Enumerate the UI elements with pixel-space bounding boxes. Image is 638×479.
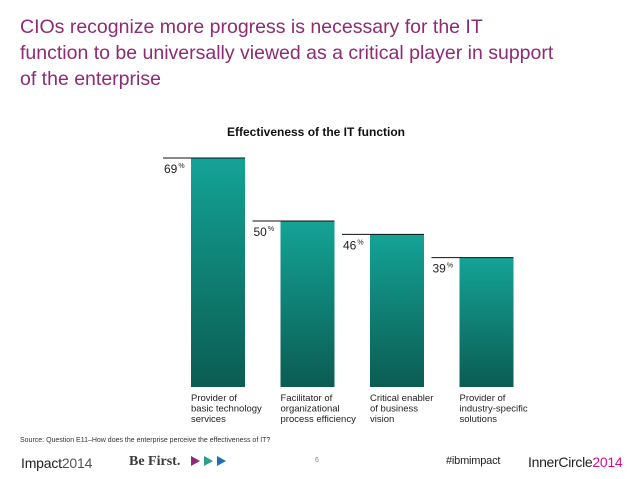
category-label-line: Critical enabler	[370, 393, 433, 404]
bar-4	[459, 257, 514, 387]
chart-title: Effectiveness of the IT function	[227, 125, 405, 139]
category-label-line: Facilitator of	[281, 393, 333, 404]
category-label-line: process efficiency	[281, 414, 357, 425]
category-label-line: Provider of	[191, 393, 237, 404]
category-label-4: Provider of industry-specific solutions	[460, 393, 528, 425]
bar-1	[191, 158, 245, 387]
category-label-line: solutions	[460, 414, 498, 425]
headline-line-1: CIOs recognize more progress is necessar…	[20, 16, 483, 38]
page-number: 6	[315, 457, 319, 464]
category-label-3: Critical enabler of business vision	[370, 393, 433, 425]
source-note: Source: Question E11–How does the enterp…	[20, 437, 271, 444]
category-label-line: organizational	[281, 404, 340, 415]
category-label-line: services	[191, 414, 226, 425]
slide-footer: Impact2014 Be First. 6 #ibmimpact InnerC…	[0, 448, 638, 479]
value-suffix-1: %	[178, 163, 184, 170]
impact-year: 2014	[61, 455, 93, 471]
category-label-line: Provider of	[460, 393, 506, 404]
inner-brand: InnerCircle	[528, 454, 593, 470]
innercircle-2014-logo: InnerCircle2014	[528, 454, 623, 470]
slide-headline: CIOs recognize more progress is necessar…	[20, 14, 620, 92]
category-label-line: basic technology	[191, 404, 262, 415]
category-label-1: Provider of basic technology services	[191, 393, 262, 425]
arrow-1-icon	[191, 456, 200, 466]
hashtag: #ibmimpact	[446, 455, 501, 467]
value-label-3: 46%	[343, 238, 364, 252]
category-label-line: industry-specific	[460, 404, 528, 415]
be-first-tagline: Be First.	[129, 454, 181, 469]
arrow-2-icon	[204, 456, 213, 466]
value-suffix-3: %	[357, 239, 363, 246]
headline-line-2: function to be universally viewed as a c…	[20, 42, 554, 64]
value-suffix-2: %	[268, 226, 274, 233]
bar-3	[370, 234, 424, 387]
bar-2	[280, 221, 335, 387]
value-label-4: 39%	[433, 262, 454, 276]
value-suffix-4: %	[447, 263, 453, 270]
category-label-line: vision	[370, 414, 394, 425]
arrow-3-icon	[217, 456, 226, 466]
impact-2014-logo: Impact2014	[21, 455, 92, 471]
headline-line-3: of the enterprise	[20, 68, 161, 90]
impact-brand: Impact	[21, 455, 62, 471]
arrows-icon	[191, 456, 226, 466]
value-label-1: 69%	[164, 162, 185, 176]
value-label-2: 50%	[254, 225, 275, 239]
category-label-2: Facilitator of organizational process effi…	[281, 393, 357, 425]
category-label-line: of business	[370, 404, 418, 415]
inner-year: 2014	[592, 454, 623, 470]
